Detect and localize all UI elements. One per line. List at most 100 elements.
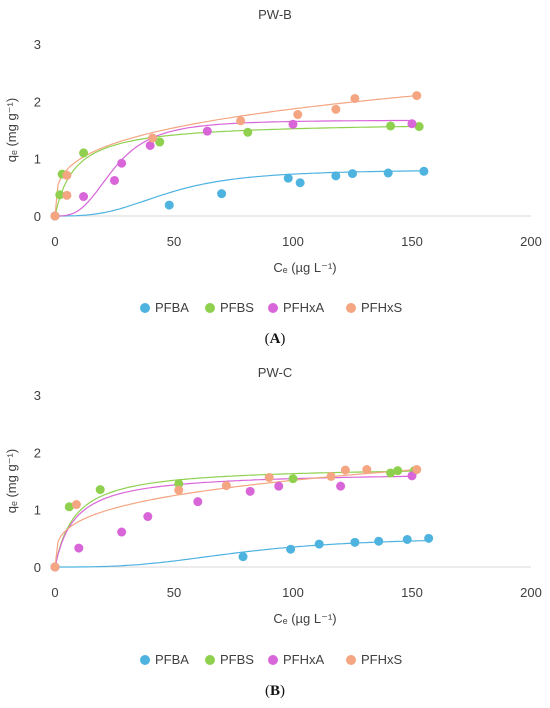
y-axis-label-text: qₑ (mg g⁻¹) — [4, 449, 19, 513]
data-point-pfba — [331, 171, 341, 181]
data-point-pfba — [374, 536, 384, 546]
data-point-pfbs — [243, 127, 253, 137]
panel-caption: (B) — [265, 683, 285, 699]
x-tick-label: 150 — [401, 585, 423, 600]
data-point-pfbs — [64, 502, 74, 512]
x-tick-label: 50 — [167, 585, 181, 600]
y-tick-label: 3 — [34, 37, 41, 52]
fit-curves — [54, 95, 424, 217]
x-tick-label: 0 — [51, 234, 58, 249]
x-tick-label: 100 — [282, 585, 304, 600]
data-point-pfba — [286, 544, 296, 554]
y-axis-label-text: qₑ (mg g⁻¹) — [4, 98, 19, 162]
legend-label-pfba: PFBA — [155, 300, 189, 315]
y-axis-label: qₑ (mg g⁻¹) — [4, 449, 19, 513]
data-point-pfhxs — [331, 104, 341, 114]
chart-title: PW-C — [258, 365, 292, 380]
y-tick-label: 2 — [34, 445, 41, 460]
data-point-pfbs — [95, 485, 105, 495]
legend-label-pfhxs: PFHxS — [361, 300, 403, 315]
data-point-pfhxa — [110, 175, 119, 185]
fit-curves — [54, 468, 429, 568]
data-point-pfba — [419, 166, 429, 176]
legend-marker-pfba — [140, 303, 150, 313]
x-axis: 0 50 100 150 200 — [51, 234, 541, 249]
data-point-pfhxs — [62, 170, 72, 180]
legend-marker-pfhxs — [346, 303, 356, 313]
fit-line-pfhxa — [55, 119, 413, 217]
chart-panel-b: PW-C 0 1 2 3 0 50 100 150 200 qₑ (mg g⁻¹) Cₑ (µ… — [4, 365, 542, 699]
x-axis-label: Cₑ (µg L⁻¹) — [273, 260, 336, 275]
x-axis-label: Cₑ (µg L⁻¹) — [273, 611, 336, 626]
legend: PFBA PFBS PFHxA PFHxS — [140, 652, 403, 667]
x-tick-label: 200 — [520, 234, 542, 249]
y-tick-label: 1 — [34, 503, 41, 518]
y-axis: 0 1 2 3 — [34, 37, 41, 224]
caption-part: ) — [280, 683, 285, 699]
data-point-pfbs — [393, 466, 403, 476]
data-point-pfbs — [288, 474, 298, 484]
data-point-pfhxa — [245, 486, 255, 496]
y-axis: 0 1 2 3 — [34, 388, 41, 575]
legend-marker-pfbs — [205, 655, 215, 665]
data-point-pfhxa — [79, 192, 89, 202]
data-point-pfhxs — [71, 500, 81, 510]
data-point-pfba — [424, 533, 434, 543]
caption-part: A — [270, 331, 281, 347]
data-point-pfhxa — [143, 512, 153, 522]
data-point-pfhxs — [62, 190, 72, 200]
data-point-pfhxs — [148, 133, 158, 143]
data-point-pfhxa — [117, 527, 127, 537]
fit-line-pfhxs — [54, 468, 417, 568]
x-axis-label-text: Cₑ (µg L⁻¹) — [273, 260, 336, 275]
fit-line-pfhxs — [54, 95, 417, 217]
data-point-pfba — [217, 189, 227, 199]
legend-marker-pfbs — [205, 303, 215, 313]
legend-marker-pfhxa — [268, 303, 278, 313]
caption-part: ( — [265, 683, 270, 699]
data-point-pfhxs — [264, 473, 274, 483]
legend: PFBA PFBS PFHxA PFHxS — [140, 300, 403, 315]
fit-line-pfbs — [54, 125, 420, 217]
legend-marker-pfhxs — [346, 655, 356, 665]
y-tick-label: 0 — [34, 209, 41, 224]
y-axis-label: qₑ (mg g⁻¹) — [4, 98, 19, 162]
data-point-pfhxa — [407, 119, 417, 129]
data-point-pfba — [164, 200, 174, 210]
legend-label-pfhxs: PFHxS — [361, 652, 403, 667]
data-point-pfhxs — [236, 116, 246, 126]
data-point-pfhxa — [117, 158, 127, 168]
legend-label-pfhxa: PFHxA — [283, 300, 325, 315]
x-tick-label: 150 — [401, 234, 423, 249]
data-point-pfhxs — [50, 562, 60, 572]
data-point-pfhxs — [174, 485, 184, 495]
data-point-pfhxa — [193, 497, 203, 507]
data-points — [50, 91, 429, 221]
data-point-pfhxs — [50, 211, 60, 221]
y-tick-label: 0 — [34, 560, 41, 575]
data-point-pfhxa — [74, 543, 84, 553]
data-point-pfba — [295, 178, 305, 188]
data-point-pfhxa — [145, 140, 155, 150]
data-point-pfbs — [414, 122, 424, 132]
data-point-pfbs — [79, 148, 89, 158]
data-point-pfba — [283, 173, 293, 183]
data-point-pfhxs — [362, 465, 372, 475]
data-point-pfhxs — [350, 93, 360, 103]
fit-line-pfba — [55, 540, 429, 568]
x-tick-label: 100 — [282, 234, 304, 249]
chart-title: PW-B — [258, 7, 292, 22]
legend-label-pfbs: PFBS — [220, 652, 254, 667]
data-point-pfhxa — [202, 126, 212, 136]
caption-part: ) — [280, 331, 285, 347]
legend-marker-pfhxa — [268, 655, 278, 665]
data-point-pfhxa — [336, 481, 346, 491]
data-points — [50, 465, 434, 572]
x-axis-label-text: Cₑ (µg L⁻¹) — [273, 611, 336, 626]
x-tick-label: 0 — [51, 585, 58, 600]
data-point-pfhxs — [326, 471, 336, 481]
data-point-pfhxa — [274, 481, 284, 491]
data-point-pfba — [402, 534, 412, 544]
x-axis: 0 50 100 150 200 — [51, 585, 541, 600]
